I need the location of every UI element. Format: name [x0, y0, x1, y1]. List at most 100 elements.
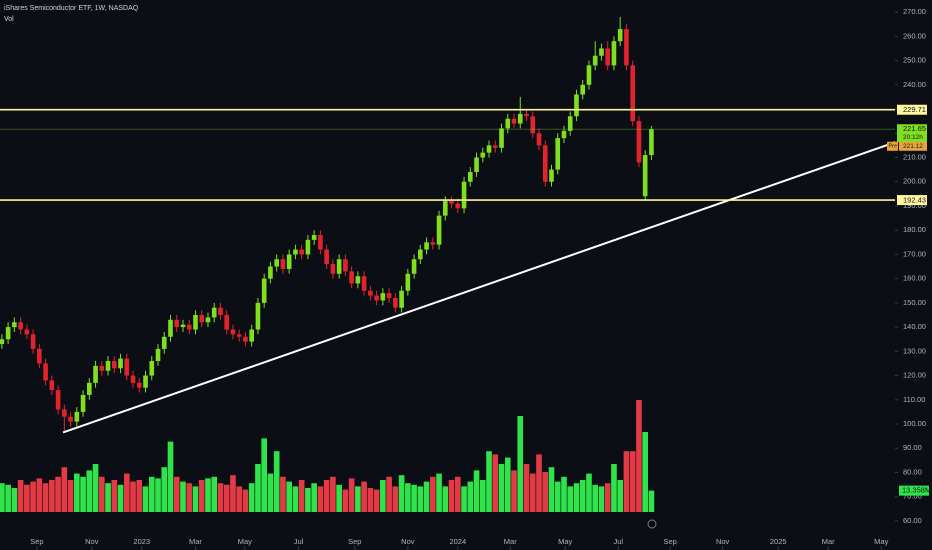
- level-label-box: [897, 195, 927, 206]
- y-tick-label: 260.00: [903, 31, 926, 40]
- candle-body: [642, 155, 648, 197]
- candle-body: [243, 336, 248, 342]
- volume-bar: [629, 451, 636, 512]
- candle-body: [43, 363, 48, 381]
- volume-bar: [454, 476, 461, 512]
- y-tick-label: 130.00: [903, 346, 926, 355]
- candle-body: [149, 361, 155, 376]
- candle-body: [524, 113, 529, 117]
- candle-body: [143, 375, 148, 388]
- y-tick-label: 70.00: [903, 492, 922, 501]
- volume-bar: [523, 464, 530, 512]
- candle-body: [311, 235, 317, 240]
- candle-body: [393, 298, 398, 308]
- volume-bar: [305, 488, 311, 512]
- volume-bar: [24, 484, 30, 512]
- volume-label-box: [899, 485, 929, 496]
- volume-bar: [342, 489, 349, 512]
- volume-bar: [511, 470, 517, 512]
- candle-body: [55, 390, 61, 410]
- volume-bar: [205, 478, 211, 512]
- volume-bar: [198, 480, 205, 512]
- x-tick-label: Mar: [822, 537, 835, 546]
- candle-body: [186, 324, 192, 330]
- candle-body: [511, 118, 517, 124]
- x-tick-label: May: [238, 537, 252, 546]
- x-tick-label: Sep: [348, 537, 361, 546]
- volume-bar: [536, 454, 542, 512]
- x-tick-label: Nov: [401, 537, 415, 546]
- volume-bar: [123, 473, 130, 512]
- volume-bar: [180, 481, 186, 512]
- volume-bar: [367, 488, 374, 512]
- candle-body: [205, 317, 211, 323]
- volume-bar: [517, 416, 524, 512]
- candle-body: [349, 271, 354, 284]
- volume-title: Vol: [4, 16, 14, 23]
- candle-body: [492, 145, 498, 148]
- candle-body: [99, 365, 105, 371]
- volume-bar: [586, 473, 592, 512]
- x-tick-label: Mar: [504, 537, 517, 546]
- volume-bar: [504, 457, 511, 512]
- volume-bar: [461, 486, 467, 512]
- candle-body: [161, 336, 167, 349]
- candle-body: [280, 259, 286, 269]
- y-tick-label: 190.00: [903, 201, 926, 210]
- y-tick-label: 100.00: [903, 419, 926, 428]
- candle-body: [361, 276, 367, 291]
- volume-bar: [405, 483, 411, 512]
- volume-bar: [317, 486, 324, 512]
- volume-bar: [548, 467, 555, 512]
- candle-body: [555, 138, 561, 170]
- level-label-box: [897, 104, 927, 115]
- candle-body: [424, 242, 429, 250]
- y-tick-label: 80.00: [903, 467, 922, 476]
- volume-bar: [642, 432, 648, 512]
- candle-body: [580, 84, 586, 95]
- y-tick-label: 150.00: [903, 298, 926, 307]
- candle-body: [249, 329, 255, 342]
- candle-body: [443, 201, 448, 216]
- x-tick-label: 2025: [770, 537, 787, 546]
- candle-body: [530, 116, 536, 134]
- volume-bar: [567, 486, 574, 512]
- pre-market-tag: Pre: [889, 144, 898, 150]
- volume-bar: [479, 480, 486, 512]
- replay-icon[interactable]: [647, 519, 657, 529]
- volume-bar: [280, 476, 286, 512]
- volume-bar: [336, 484, 342, 512]
- candle-body: [37, 348, 42, 364]
- x-tick-label: Mar: [189, 537, 202, 546]
- candle-body: [636, 121, 642, 163]
- volume-bar: [267, 473, 274, 512]
- volume-bar: [442, 486, 449, 512]
- volume-bar: [223, 484, 230, 512]
- candle-body: [12, 322, 17, 328]
- candle-body: [549, 169, 554, 182]
- candle-body: [561, 130, 567, 139]
- volume-bar: [98, 476, 105, 512]
- volume-bar: [330, 476, 336, 512]
- volume-bar: [561, 476, 567, 512]
- candle-body: [324, 249, 329, 265]
- volume-bar: [611, 464, 617, 512]
- volume-bar: [448, 480, 455, 512]
- volume-bar: [636, 400, 642, 512]
- volume-bar: [529, 473, 536, 512]
- volume-bar: [192, 486, 199, 512]
- y-tick-label: 120.00: [903, 371, 926, 380]
- volume-bar: [111, 480, 118, 512]
- volume-bar: [436, 473, 442, 512]
- candle-body: [305, 239, 311, 255]
- volume-bar: [17, 480, 24, 512]
- candle-body: [80, 394, 86, 412]
- candle-body: [499, 128, 504, 148]
- volume-bar: [623, 451, 630, 512]
- candle-body: [130, 375, 136, 383]
- candle-body: [649, 129, 654, 156]
- volume-bar: [467, 481, 474, 512]
- candle-body: [574, 94, 579, 117]
- candle-body: [49, 380, 55, 391]
- volume-bar: [92, 464, 99, 512]
